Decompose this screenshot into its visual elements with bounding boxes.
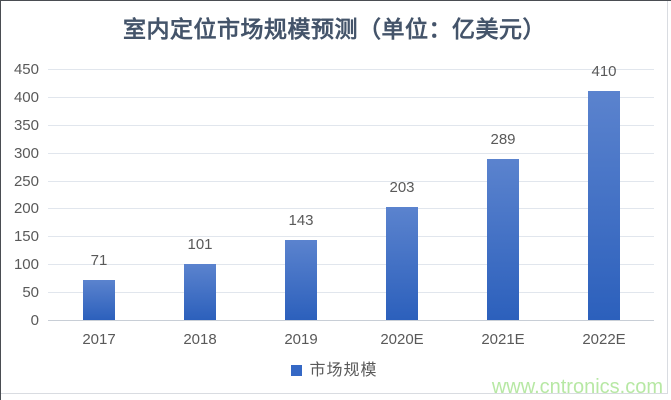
gridline xyxy=(48,125,654,126)
bar-value-label: 71 xyxy=(90,252,108,269)
gridline xyxy=(48,97,654,98)
legend: 市场规模 xyxy=(1,362,668,379)
x-axis-category-label: 2019 xyxy=(284,331,318,348)
gridline xyxy=(48,69,654,70)
x-axis-category-label: 2017 xyxy=(82,331,116,348)
gridline xyxy=(48,292,654,293)
legend-swatch-icon xyxy=(291,365,303,376)
gridline xyxy=(48,208,654,209)
gridline xyxy=(48,153,654,154)
legend-label: 市场规模 xyxy=(309,362,378,379)
bar xyxy=(184,264,216,320)
bar xyxy=(588,91,620,320)
y-axis-tick-label: 100 xyxy=(13,256,39,273)
watermark: www.cntronics.com xyxy=(491,376,663,398)
bar xyxy=(83,280,115,320)
bar-value-label: 410 xyxy=(591,63,617,80)
bar xyxy=(487,159,519,320)
y-axis-tick-label: 0 xyxy=(30,312,39,329)
x-axis-category-label: 2020E xyxy=(380,331,424,348)
y-axis-tick-label: 200 xyxy=(13,200,39,217)
y-axis-tick-label: 50 xyxy=(22,284,39,301)
gridline xyxy=(48,181,654,182)
y-axis-tick-label: 450 xyxy=(13,61,39,78)
x-axis-category-label: 2018 xyxy=(183,331,217,348)
gridline xyxy=(48,264,654,265)
gridline xyxy=(48,236,654,237)
plot-area: 0 50 100 150 200 250 300 350 400 450 71 2017 101 2018… xyxy=(1,1,667,393)
bar xyxy=(386,207,418,320)
x-axis-line xyxy=(48,320,654,321)
bar-value-label: 143 xyxy=(288,212,314,229)
y-axis-tick-label: 250 xyxy=(13,173,39,190)
x-axis-category-label: 2021E xyxy=(481,331,525,348)
y-axis-tick-label: 400 xyxy=(13,89,39,106)
y-axis-tick-label: 350 xyxy=(13,117,39,134)
bar-value-label: 203 xyxy=(389,179,415,196)
bar-value-label: 289 xyxy=(490,131,516,148)
bar xyxy=(285,240,317,320)
y-axis-tick-label: 300 xyxy=(13,145,39,162)
y-axis-tick-label: 150 xyxy=(13,228,39,245)
x-axis-category-label: 2022E xyxy=(582,331,626,348)
chart-area: 室内定位市场规模预测（单位：亿美元） 0 50 100 150 200 250 300 350… xyxy=(1,1,668,394)
bar-value-label: 101 xyxy=(187,236,213,253)
chart-title: 室内定位市场规模预测（单位：亿美元） xyxy=(123,16,546,42)
